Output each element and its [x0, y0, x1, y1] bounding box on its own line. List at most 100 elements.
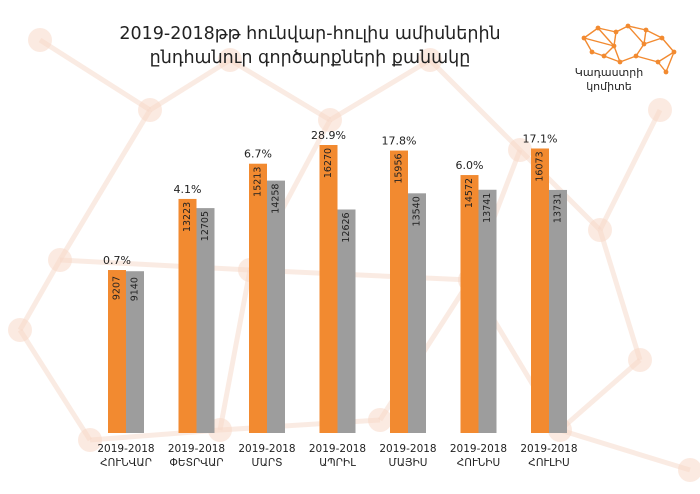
network-node — [628, 348, 652, 372]
logo-line — [665, 51, 675, 73]
network-line — [38, 37, 152, 113]
logo-line — [643, 37, 663, 45]
category-label-bottom: ՄԱՐՏ — [251, 457, 282, 469]
change-percent-label: 4.1% — [174, 183, 202, 196]
bar-value-label: 13731 — [553, 193, 564, 223]
bar-value-label: 12626 — [341, 212, 352, 242]
category-label-bottom: ԱՊՐԻԼ — [319, 457, 356, 469]
network-line — [328, 57, 432, 123]
network-node — [318, 108, 342, 132]
logo-node — [581, 35, 587, 41]
change-percent-label: 17.1% — [523, 132, 558, 145]
network-line — [17, 258, 63, 332]
bar-value-label: 13540 — [412, 196, 423, 226]
network-line — [597, 229, 643, 361]
network-node — [678, 458, 700, 482]
logo-node — [595, 25, 601, 31]
logo-node — [611, 43, 617, 49]
change-percent-label: 6.7% — [244, 148, 272, 161]
bar-2019 — [390, 150, 408, 433]
logo-node — [643, 27, 649, 33]
network-line — [249, 267, 471, 283]
logo-line — [645, 29, 663, 39]
bar-2019 — [108, 270, 126, 433]
network-line — [597, 108, 663, 232]
bar-value-label: 16270 — [323, 148, 334, 178]
logo-line — [583, 27, 599, 39]
logo-text-line-2: կոմիտե — [586, 80, 632, 93]
logo-line — [603, 55, 621, 63]
network-node — [48, 248, 72, 272]
bar-2019 — [249, 163, 267, 433]
bar-value-label: 14258 — [271, 183, 282, 213]
logo-node — [625, 23, 631, 29]
change-percent-label: 6.0% — [456, 159, 484, 172]
logo-line — [627, 25, 647, 31]
category-label-top: 2019-2018 — [309, 443, 366, 455]
logo-node — [633, 53, 639, 59]
network-line — [228, 57, 332, 123]
logo-line — [613, 45, 621, 63]
logo-line — [597, 27, 615, 47]
logo-node — [613, 29, 619, 35]
change-percent-label: 0.7% — [103, 254, 131, 267]
logo-line — [583, 37, 615, 47]
network-line — [59, 257, 251, 273]
category-label-bottom: ՀՈՒԼԻՍ — [528, 457, 569, 469]
bar-2018 — [337, 209, 356, 433]
bar-value-label: 13741 — [482, 193, 493, 223]
bar-value-label: 13223 — [182, 202, 193, 232]
network-line — [558, 358, 642, 432]
logo-node — [601, 53, 607, 59]
category-label-bottom: ՓԵՏՐՎԱՐ — [169, 457, 223, 469]
logo-node — [663, 69, 669, 75]
network-node — [648, 98, 672, 122]
logo-line — [583, 37, 593, 53]
category-label-top: 2019-2018 — [379, 443, 436, 455]
bar-2018 — [478, 189, 497, 433]
logo-node — [655, 59, 661, 65]
network-node — [78, 428, 102, 452]
logo-line — [635, 55, 659, 63]
network-node — [28, 28, 52, 52]
network-line — [559, 427, 691, 473]
bar-value-label: 16073 — [535, 151, 546, 181]
logo-node — [641, 41, 647, 47]
logo-text: Կադաստրի կոմիտե — [562, 66, 656, 94]
logo-node — [671, 49, 677, 55]
network-node — [8, 318, 32, 342]
logo-line — [657, 51, 675, 63]
bar-value-label: 9140 — [130, 277, 141, 301]
category-label-bottom: ՀՈՒՆԻՍ — [457, 457, 500, 469]
network-line — [17, 328, 93, 442]
network-line — [148, 57, 232, 113]
network-node — [138, 98, 162, 122]
chart-title: 2019-2018թթ հունվար-հուլիս ամիսներին ընդ… — [70, 22, 550, 70]
logo-line — [619, 55, 637, 63]
bar-value-label: 15956 — [394, 153, 405, 183]
bar-2018 — [196, 208, 215, 433]
chart-title-line-2: ընդհանուր գործարքների քանակը — [149, 48, 471, 68]
logo-node — [617, 59, 623, 65]
network-node — [218, 48, 242, 72]
bar-value-label: 15213 — [253, 167, 264, 197]
bar-value-label: 9207 — [112, 276, 123, 300]
network-line — [57, 108, 153, 262]
logo-node — [659, 35, 665, 41]
bar-2018 — [408, 193, 426, 433]
network-node — [588, 218, 612, 242]
logo-line — [635, 43, 645, 57]
category-label-top: 2019-2018 — [238, 443, 295, 455]
network-logo-icon — [581, 23, 677, 75]
logo-node — [589, 49, 595, 55]
category-label-top: 2019-2018 — [450, 443, 507, 455]
bar-2019 — [319, 145, 338, 433]
bar-value-label: 12705 — [200, 211, 211, 241]
logo-line — [661, 37, 675, 53]
bar-2019 — [460, 175, 479, 433]
bar-2018 — [267, 180, 285, 433]
logo-line — [627, 25, 645, 45]
change-percent-label: 17.8% — [382, 135, 417, 148]
